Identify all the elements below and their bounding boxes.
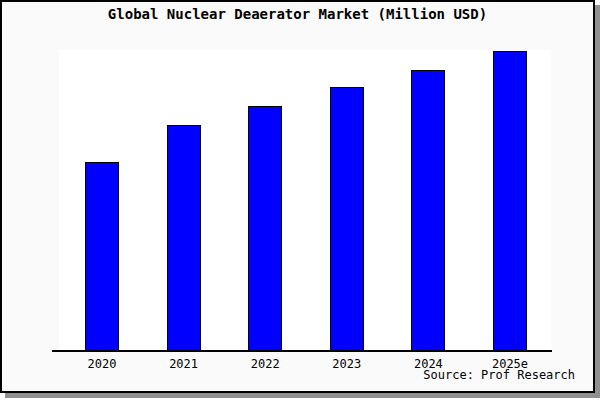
chart-panel: Global Nuclear Deaerator Market (Million… [0, 0, 595, 393]
bar-2020 [85, 162, 119, 351]
bar-2021 [167, 125, 201, 351]
bar-2023 [330, 87, 364, 351]
x-tick-label-2023: 2023 [306, 357, 388, 371]
bar-2024 [411, 70, 445, 351]
bar-2022 [248, 106, 282, 351]
chart-title: Global Nuclear Deaerator Market (Million… [2, 6, 593, 22]
bar-2025e [493, 51, 527, 351]
x-tick-label-2020: 2020 [61, 357, 143, 371]
x-axis-line [52, 350, 552, 352]
x-tick-label-2022: 2022 [224, 357, 306, 371]
plot-area [59, 50, 551, 351]
x-tick-label-2021: 2021 [143, 357, 225, 371]
source-caption: Source: Prof Research [423, 368, 575, 382]
